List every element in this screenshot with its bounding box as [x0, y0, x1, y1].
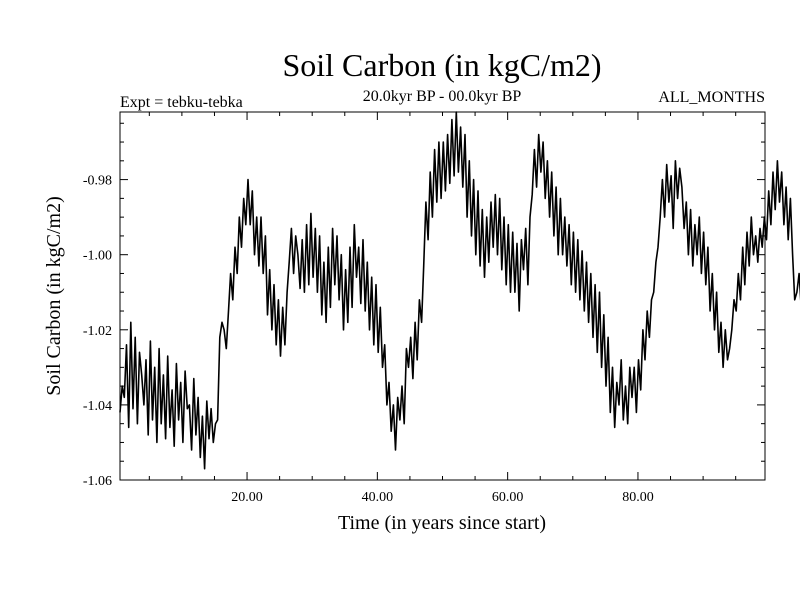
- x-tick-label: 60.00: [492, 490, 524, 505]
- y-tick-label: -1.02: [83, 324, 112, 339]
- y-axis-title: Soil Carbon (in kgC/m2): [43, 196, 65, 395]
- x-axis: 20.00 40.00 60.00 80.00: [148, 112, 737, 505]
- y-axis: -1.06 -1.04 -1.02 -1.00 -0.98: [83, 122, 765, 489]
- period-label: 20.0kyr BP - 00.0kyr BP: [363, 88, 522, 105]
- x-axis-title: Time (in years since start): [338, 512, 546, 534]
- y-tick-label: -0.98: [83, 174, 112, 189]
- experiment-label: Expt = tebku-tebka: [120, 94, 243, 111]
- y-tick-label: -1.04: [83, 399, 112, 414]
- x-tick-label: 20.00: [231, 490, 263, 505]
- chart-title: Soil Carbon (in kgC/m2): [282, 47, 601, 83]
- season-label: ALL_MONTHS: [658, 89, 765, 106]
- x-tick-label: 40.00: [362, 490, 394, 505]
- x-tick-label: 80.00: [622, 490, 654, 505]
- y-tick-label: -1.06: [83, 474, 112, 489]
- soil-carbon-line: [119, 111, 800, 470]
- y-tick-label: -1.00: [83, 249, 112, 264]
